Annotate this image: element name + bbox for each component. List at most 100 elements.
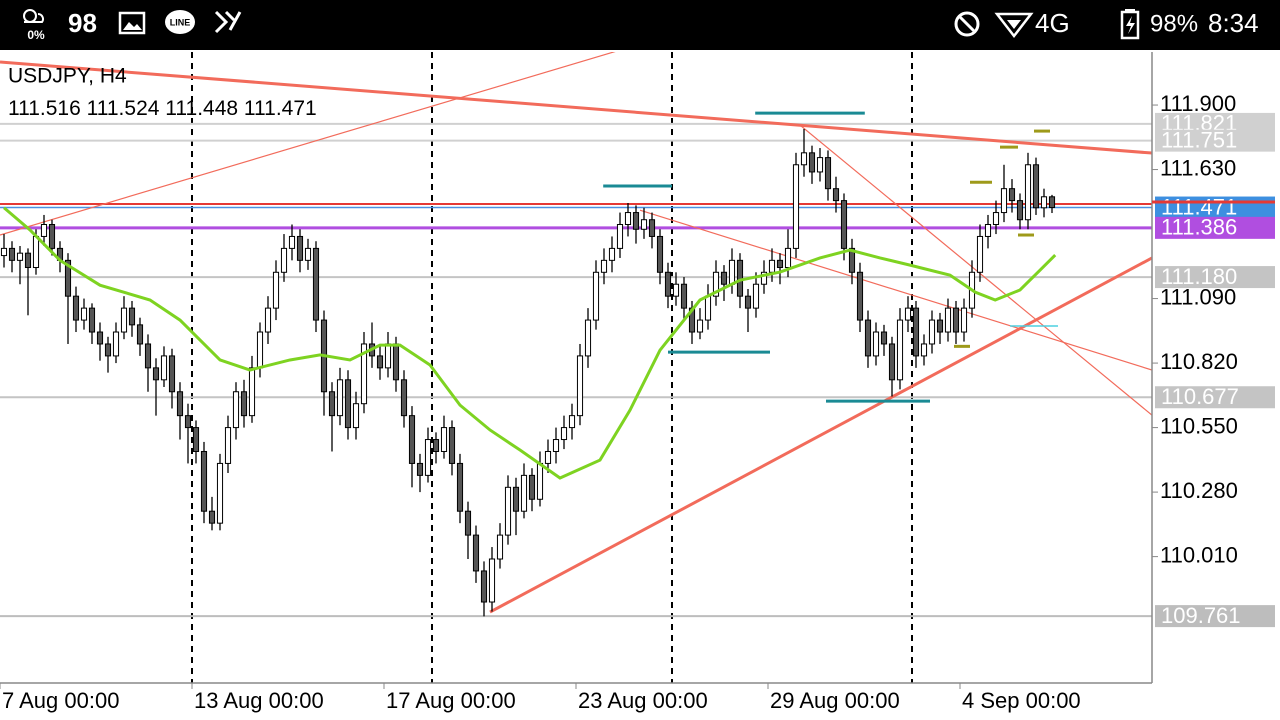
line-icon-label: LINE: [170, 17, 191, 27]
price-label-box: [1155, 129, 1275, 152]
x-tick-label: 4 Sep 00:00: [962, 688, 1081, 713]
low-value: 111.448: [165, 97, 238, 120]
trendline: [799, 124, 1152, 416]
x-tick-label: 23 Aug 00:00: [578, 688, 708, 713]
candle-body: [392, 343, 400, 381]
candle-body: [864, 319, 872, 357]
candle-body: [40, 224, 48, 237]
candle-body: [8, 247, 16, 261]
candle-body: [96, 331, 104, 345]
candle-body: [440, 427, 448, 452]
candle-body: [184, 415, 192, 429]
candle-body: [224, 427, 232, 464]
candle-body: [336, 379, 344, 417]
candle-body: [288, 235, 296, 249]
status-icons: [23, 9, 1140, 40]
candle-body: [728, 259, 736, 285]
candle-body: [416, 462, 424, 476]
candle-body: [1008, 188, 1016, 202]
candle-body: [704, 295, 712, 321]
candle-body: [648, 219, 656, 237]
candle-body: [352, 403, 360, 429]
candle-body: [656, 235, 664, 273]
candle-body: [640, 219, 648, 230]
candle-body: [736, 259, 744, 297]
candle-body: [512, 486, 520, 512]
candle-body: [208, 510, 216, 524]
candle-body: [552, 439, 560, 452]
candle-body: [424, 439, 432, 476]
candle-body: [376, 355, 384, 369]
candle-body: [944, 307, 952, 333]
candle-body: [280, 247, 288, 273]
candle-body: [480, 570, 488, 603]
candle-body: [520, 474, 528, 512]
candle-body: [960, 307, 968, 333]
candle-body: [808, 152, 816, 173]
price-label: 111.180: [1161, 264, 1237, 289]
notification-count: 98: [68, 8, 97, 38]
candle-body: [136, 324, 144, 345]
y-tick-label: 110.010: [1160, 542, 1238, 567]
candle-body: [600, 259, 608, 273]
candle-body: [504, 486, 512, 536]
candle-body: [720, 271, 728, 285]
candle-body: [200, 450, 208, 512]
price-label-box: [1155, 605, 1275, 628]
candle-body: [168, 355, 176, 393]
candle-body: [256, 331, 264, 369]
candle-body: [384, 343, 392, 369]
candle-body: [856, 271, 864, 321]
chart-background: [0, 50, 1280, 720]
candle-body: [896, 319, 904, 381]
candle-body: [408, 415, 416, 464]
candle-body: [176, 391, 184, 417]
candle-body: [312, 247, 320, 321]
candle-body: [1048, 196, 1056, 209]
candle-body: [328, 391, 336, 417]
y-tick-label: 111.630: [1160, 155, 1236, 180]
candle-body: [832, 188, 840, 202]
candle-body: [128, 307, 136, 326]
candle-body: [528, 474, 536, 500]
candle-body: [80, 307, 88, 321]
candle-body: [616, 224, 624, 249]
candle-body: [48, 224, 56, 249]
candle-body: [24, 252, 32, 269]
price-label: 110.677: [1161, 384, 1239, 409]
candle-body: [848, 247, 856, 273]
y-tick-label: 110.820: [1160, 349, 1238, 374]
candle-body: [672, 283, 680, 297]
close-value: 111.471: [244, 97, 317, 120]
candle-body: [64, 259, 72, 297]
candle-body: [920, 343, 928, 357]
candle-body: [752, 283, 760, 309]
candle-body: [104, 343, 112, 357]
candle-body: [776, 259, 784, 269]
candle-body: [400, 379, 408, 417]
y-tick-label: 110.280: [1160, 478, 1238, 503]
candle-body: [432, 439, 440, 452]
candle-body: [344, 379, 352, 429]
candle-body: [584, 319, 592, 357]
clock: 8:34: [1208, 8, 1259, 38]
candle-body: [144, 343, 152, 369]
candle-body: [1024, 164, 1032, 221]
candle-body: [952, 307, 960, 333]
weather-label: 0%: [27, 28, 45, 42]
candle-body: [984, 224, 992, 237]
candle-body: [608, 247, 616, 261]
candle-body: [576, 355, 584, 417]
candle-body: [992, 212, 1000, 226]
candle-body: [592, 271, 600, 321]
price-label: 109.761: [1161, 603, 1241, 628]
candle-body: [536, 462, 544, 500]
status-bar: [0, 0, 1280, 50]
candle-body: [744, 295, 752, 309]
x-tick-label: 13 Aug 00:00: [194, 688, 324, 713]
candle-body: [272, 271, 280, 309]
candle-body: [568, 415, 576, 429]
candle-body: [16, 252, 24, 261]
